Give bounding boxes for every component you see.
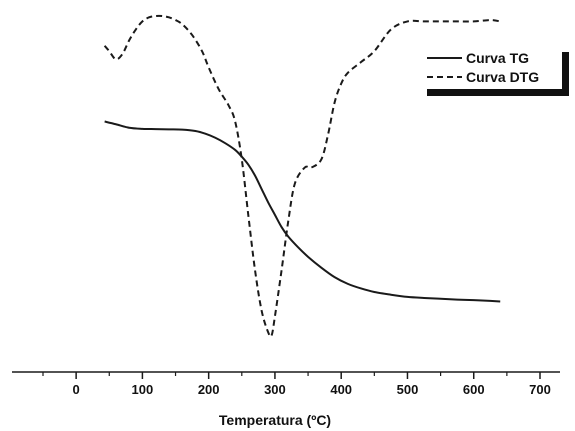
x-tick-label: 300 <box>264 382 286 397</box>
legend-label-tg: Curva TG <box>466 50 529 66</box>
x-axis-label: Temperatura (ºC) <box>219 412 331 428</box>
x-tick-label: 700 <box>529 382 551 397</box>
x-tick-label: 200 <box>198 382 220 397</box>
x-tick-label: 100 <box>132 382 154 397</box>
x-axis: 0 100 200 300 400 500 600 700 <box>12 371 560 397</box>
legend-box <box>420 45 562 89</box>
series-line-tg <box>104 120 501 303</box>
plot-area <box>103 14 501 338</box>
x-tick-label: 500 <box>397 382 419 397</box>
x-tick-label: 0 <box>73 382 80 397</box>
legend: Curva TG Curva DTG <box>420 45 569 96</box>
legend-label-dtg: Curva DTG <box>466 69 539 85</box>
x-axis-ticks: 0 100 200 300 400 500 600 700 <box>42 372 551 397</box>
x-tick-label: 600 <box>463 382 485 397</box>
x-tick-label: 400 <box>330 382 352 397</box>
series-line-dtg <box>103 14 501 338</box>
